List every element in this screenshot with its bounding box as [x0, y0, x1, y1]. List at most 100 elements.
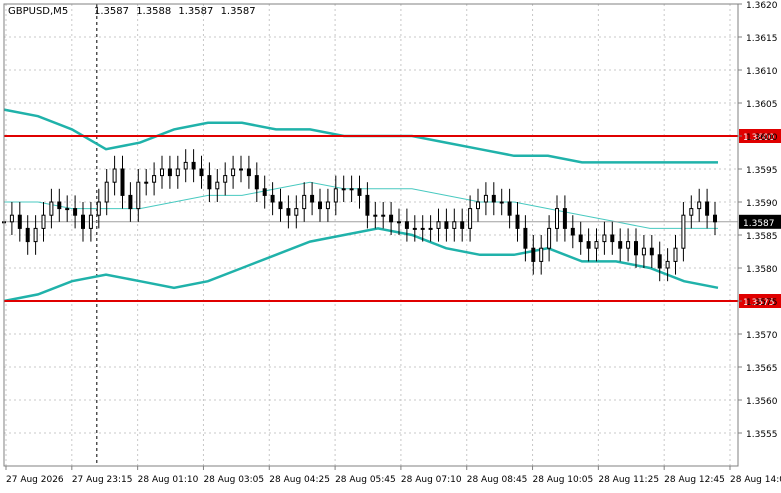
candle-body — [183, 161, 188, 170]
x-tick-label: 28 Aug 03:05 — [203, 475, 264, 485]
grid-layer — [4, 3, 738, 466]
x-tick-label: 28 Aug 07:10 — [401, 475, 462, 485]
candle-body — [223, 175, 228, 183]
candle-body — [444, 221, 449, 229]
candle-body — [452, 221, 457, 229]
candle-body — [602, 234, 607, 243]
candle-body — [468, 208, 473, 229]
ohlc-readout: 1.3587 1.3588 1.3587 1.3587 — [94, 6, 256, 17]
y-tick-label: 1.3555 — [746, 430, 778, 440]
current-price-tag — [739, 214, 781, 229]
candle-body — [341, 188, 346, 191]
ohlc-close: 1.3587 — [221, 6, 256, 17]
bands-layer — [3, 108, 719, 303]
candle-body — [349, 188, 354, 191]
x-tick-label: 28 Aug 12:45 — [664, 475, 725, 485]
x-tick-label: 28 Aug 05:45 — [335, 475, 396, 485]
candle-body — [104, 181, 109, 203]
candle-body — [167, 168, 172, 177]
candle-body — [270, 194, 275, 203]
candle-body — [705, 201, 710, 216]
candle-body — [207, 175, 212, 190]
x-tick-label: 28 Aug 04:25 — [269, 475, 330, 485]
candle-body — [689, 208, 694, 216]
candle-body — [713, 214, 717, 223]
candle-body — [641, 247, 646, 256]
x-tick-label: 28 Aug 08:45 — [467, 475, 528, 485]
level-tag — [739, 129, 781, 143]
candle-body — [294, 208, 299, 216]
candle-body — [673, 247, 678, 262]
candle-body — [665, 260, 670, 269]
axis-layer: 1.3620 1.3615 1.3610 1.3605 1.3600 1.3595 1.35… — [3, 1, 781, 485]
candle-body — [120, 168, 125, 196]
y-tick-label: 1.3595 — [746, 166, 778, 176]
y-tick-label: 1.3620 — [746, 1, 778, 11]
ohlc-high: 1.3588 — [136, 6, 171, 17]
level-tag — [739, 294, 781, 308]
level-tag-label: 1.3575 — [743, 298, 775, 308]
candle-body — [25, 227, 30, 243]
candle-body — [483, 194, 488, 203]
candle-body — [578, 234, 583, 243]
candle-body — [199, 168, 204, 177]
y-tick-label: 1.3560 — [746, 397, 778, 407]
y-tick-label: 1.3590 — [746, 199, 778, 209]
candle-body — [144, 181, 149, 184]
lower-band-line — [3, 227, 719, 303]
y-tick-label: 1.3575 — [746, 298, 778, 308]
candle-body — [262, 188, 267, 196]
candle-body — [175, 168, 180, 177]
candle-body — [9, 214, 14, 223]
candle-body — [246, 168, 251, 177]
candle-body — [254, 175, 259, 190]
candle-body — [310, 194, 315, 203]
y-tick-label: 1.3610 — [746, 67, 778, 77]
y-tick-label: 1.3605 — [746, 100, 778, 110]
candle-body — [57, 201, 62, 210]
symbol-label: GBPUSD,M5 — [8, 6, 68, 17]
candle-body — [539, 247, 544, 262]
candle-body — [491, 194, 496, 203]
candle-body — [649, 247, 654, 256]
candle-body — [547, 227, 552, 249]
x-tick-label: 28 Aug 11:25 — [598, 475, 659, 485]
candle-body — [657, 254, 662, 269]
candle-body — [586, 241, 591, 249]
candle-body — [152, 175, 157, 183]
candle-body — [239, 168, 243, 171]
candle-body — [697, 201, 702, 210]
candle-body — [128, 194, 133, 210]
candle-body — [333, 188, 338, 203]
candle-body — [373, 214, 378, 217]
candle-body — [65, 208, 70, 211]
y-tick-label: 1.3565 — [746, 364, 778, 374]
current-price-label: 1.3587 — [743, 219, 775, 229]
ohlc-open: 1.3587 — [94, 6, 129, 17]
candle-body — [460, 221, 465, 229]
candle-body — [215, 181, 220, 190]
candle-body — [88, 214, 93, 229]
candle-body — [41, 214, 46, 229]
candle-body — [594, 241, 599, 249]
candle-body — [428, 227, 433, 230]
candle-body — [389, 214, 394, 223]
candle-body — [436, 221, 441, 229]
candle-body — [507, 201, 512, 216]
x-tick-label: 28 Aug 10:05 — [533, 475, 594, 485]
candle-body — [610, 234, 615, 243]
candle-body — [81, 214, 85, 229]
y-tick-label: 1.3570 — [746, 331, 778, 341]
candle-body — [570, 227, 575, 236]
candle-body — [325, 201, 330, 210]
candle-body — [33, 227, 38, 243]
x-tick-label: 28 Aug 01:10 — [138, 475, 199, 485]
ohlc-low: 1.3587 — [178, 6, 213, 17]
candle-body — [231, 168, 236, 177]
candle-body — [17, 214, 22, 229]
candle-body — [412, 227, 417, 230]
candle-body — [278, 201, 283, 210]
candle-body — [499, 201, 504, 204]
